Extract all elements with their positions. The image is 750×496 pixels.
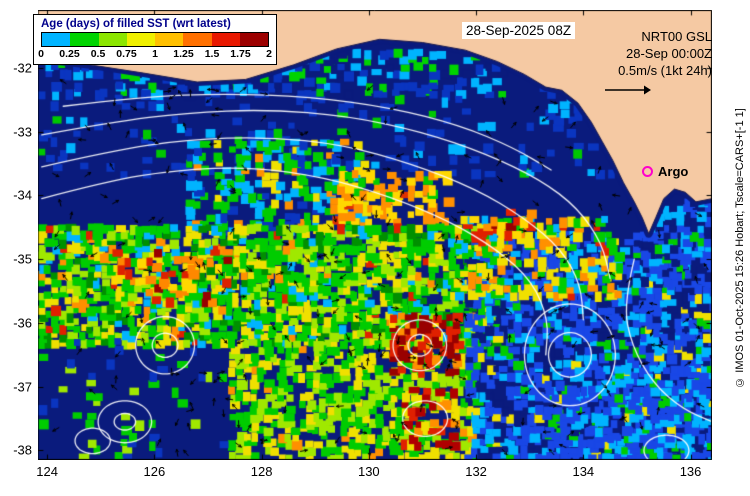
x-tick-label: 126 (143, 464, 166, 479)
colorbar-tick-label: 1.5 (204, 48, 220, 60)
model-time-label: 28-Sep 00:00Z (625, 46, 712, 61)
colorbar-segment (42, 33, 71, 46)
colorbar-tick-labels: 0 0.25 0.5 0.75 1 1.25 1.5 1.75 2 (38, 48, 272, 61)
model-info-block: NRT00 GSL 28-Sep 00:00Z 0.5m/s (1kt 24h) (618, 28, 712, 79)
colorbar-segment (98, 33, 127, 46)
colorbar-tick-label: 0 (38, 48, 44, 60)
x-tick-label: 132 (465, 464, 487, 479)
x-tick-label: 136 (679, 464, 702, 479)
x-tick-label: 128 (250, 464, 273, 479)
y-tick-label: -38 (13, 442, 32, 458)
colorbar-tick-label: 1.75 (230, 48, 251, 60)
colorbar-tick-label: 1.25 (173, 48, 194, 60)
argo-label: Argo (658, 164, 689, 179)
y-tick-label: -33 (13, 124, 32, 140)
y-tick-label: -36 (13, 315, 32, 331)
colorbar-tick-label: 2 (266, 48, 272, 60)
colorbar-tick-label: 1 (152, 48, 158, 60)
colorbar-segment (239, 33, 268, 46)
colorbar (41, 32, 269, 47)
colorbar-title: Age (days) of filled SST (wrt latest) (41, 18, 231, 30)
colorbar-tick-label: 0.25 (59, 48, 80, 60)
colorbar-segment (70, 33, 99, 46)
argo-marker-icon (642, 166, 653, 177)
colorbar-segment (155, 33, 184, 46)
x-tick-label: 124 (36, 464, 58, 479)
colorbar-tick-label: 0.5 (90, 48, 106, 60)
argo-annotation: Argo (642, 164, 688, 179)
date-label: 28-Sep-2025 08Z (462, 22, 576, 39)
colorbar-segment (126, 33, 155, 46)
vector-scale-label: 0.5m/s (1kt 24h) (618, 63, 712, 78)
y-tick-label: -32 (13, 60, 32, 76)
velocity-scale-arrow-icon (605, 85, 651, 95)
sst-map-canvas (38, 10, 712, 460)
x-tick-label: 130 (357, 464, 380, 479)
model-name-label: NRT00 GSL (641, 29, 712, 44)
y-tick-label: -34 (13, 187, 32, 203)
colorbar-segment (183, 33, 212, 46)
colorbar-segment (211, 33, 240, 46)
y-tick-label: -37 (13, 379, 32, 395)
x-tick-label: 134 (572, 464, 595, 479)
credit-text: © IMOS 01-Oct-2025 15:26 Hobart; Tscale=… (734, 108, 746, 388)
colorbar-tick-label: 0.75 (116, 48, 137, 60)
y-tick-label: -35 (13, 251, 32, 267)
